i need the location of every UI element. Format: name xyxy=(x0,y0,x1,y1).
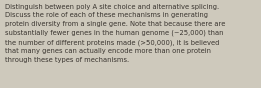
Text: Distinguish between poly A site choice and alternative splicing.
Discuss the rol: Distinguish between poly A site choice a… xyxy=(5,4,225,63)
